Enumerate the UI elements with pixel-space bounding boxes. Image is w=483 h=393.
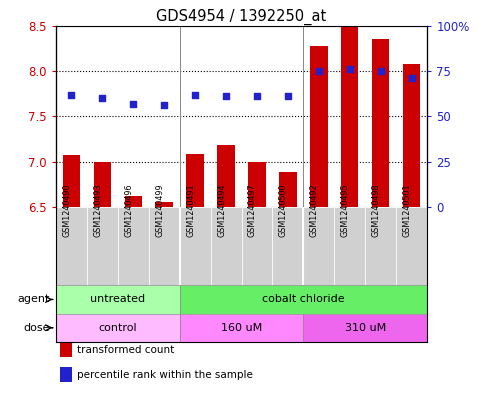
- Title: GDS4954 / 1392250_at: GDS4954 / 1392250_at: [156, 8, 327, 25]
- Bar: [248, 162, 266, 207]
- Bar: [62, 155, 80, 207]
- Bar: [86, 207, 117, 285]
- Text: GSM1240496: GSM1240496: [124, 184, 133, 237]
- Text: GSM1240490: GSM1240490: [62, 184, 71, 237]
- Point: [191, 92, 199, 98]
- Bar: [56, 314, 180, 342]
- Text: GSM1240494: GSM1240494: [217, 184, 226, 237]
- Bar: [403, 64, 421, 207]
- Bar: [180, 285, 427, 314]
- Point: [377, 68, 385, 74]
- Point: [346, 66, 354, 72]
- Point: [253, 93, 261, 99]
- Point: [222, 93, 230, 99]
- Text: cobalt chloride: cobalt chloride: [262, 294, 345, 305]
- Text: control: control: [98, 323, 137, 333]
- Point: [129, 101, 137, 107]
- Text: agent: agent: [17, 294, 50, 305]
- Bar: [156, 202, 172, 207]
- Point: [284, 93, 292, 99]
- Text: 160 uM: 160 uM: [221, 323, 262, 333]
- Bar: [303, 314, 427, 342]
- Bar: [94, 162, 111, 207]
- Bar: [242, 207, 272, 285]
- Text: transformed count: transformed count: [77, 345, 174, 355]
- Point: [160, 102, 168, 108]
- Bar: [372, 39, 389, 207]
- Bar: [180, 207, 211, 285]
- Bar: [60, 342, 72, 358]
- Text: GSM1240495: GSM1240495: [341, 184, 350, 237]
- Bar: [334, 207, 366, 285]
- Bar: [211, 207, 242, 285]
- Bar: [280, 173, 297, 207]
- Text: GSM1240493: GSM1240493: [93, 184, 102, 237]
- Bar: [56, 285, 180, 314]
- Bar: [303, 207, 334, 285]
- Text: untreated: untreated: [90, 294, 145, 305]
- Bar: [125, 196, 142, 207]
- Bar: [117, 207, 149, 285]
- Bar: [180, 314, 303, 342]
- Text: GSM1240497: GSM1240497: [248, 184, 257, 237]
- Bar: [217, 145, 235, 207]
- Bar: [272, 207, 303, 285]
- Text: dose: dose: [24, 323, 50, 333]
- Text: percentile rank within the sample: percentile rank within the sample: [77, 370, 253, 380]
- Bar: [56, 207, 86, 285]
- Text: GSM1240501: GSM1240501: [403, 184, 412, 237]
- Point: [315, 68, 323, 74]
- Bar: [186, 154, 203, 207]
- Point: [408, 75, 416, 81]
- Text: GSM1240498: GSM1240498: [372, 184, 381, 237]
- Point: [67, 92, 75, 98]
- Point: [98, 95, 106, 101]
- Bar: [366, 207, 397, 285]
- Text: 310 uM: 310 uM: [345, 323, 386, 333]
- Text: GSM1240491: GSM1240491: [186, 184, 195, 237]
- Text: GSM1240499: GSM1240499: [155, 184, 164, 237]
- Bar: [149, 207, 180, 285]
- Bar: [60, 367, 72, 382]
- Text: GSM1240500: GSM1240500: [279, 184, 288, 237]
- Bar: [341, 26, 358, 207]
- Text: GSM1240492: GSM1240492: [310, 184, 319, 237]
- Bar: [311, 46, 327, 207]
- Bar: [397, 207, 427, 285]
